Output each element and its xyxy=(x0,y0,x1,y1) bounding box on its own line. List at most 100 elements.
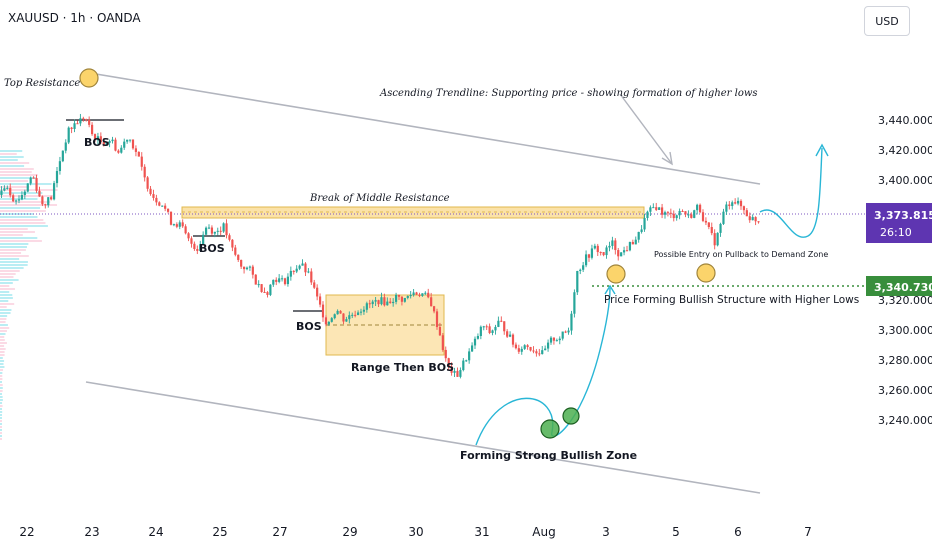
volume-profile-bar xyxy=(0,201,51,203)
bos-label-1: BOS xyxy=(84,136,110,149)
volume-profile-bar xyxy=(0,294,13,296)
volume-profile-bar xyxy=(0,393,2,395)
y-tick-label: 3,300.000 xyxy=(878,324,932,337)
candle-body xyxy=(526,345,529,348)
candle-body xyxy=(523,345,526,349)
volume-profile-bar xyxy=(0,186,30,188)
volume-profile-bar xyxy=(0,219,44,221)
candle-body xyxy=(219,230,222,232)
candle-body xyxy=(158,202,161,206)
x-tick-label: 27 xyxy=(272,525,287,539)
bos-label-2: BOS xyxy=(199,242,225,255)
candle-body xyxy=(584,254,588,266)
forming-bullish-label: Forming Strong Bullish Zone xyxy=(460,449,637,462)
candle-body xyxy=(663,212,667,215)
volume-profile-bar xyxy=(0,303,15,305)
entry-level-value: 3,340.730 xyxy=(874,281,932,294)
candle-body xyxy=(406,295,409,298)
candle-body xyxy=(99,136,102,143)
candle-body xyxy=(137,151,140,157)
candle-body xyxy=(52,183,56,200)
candle-body xyxy=(292,270,295,272)
currency-selector[interactable]: USD xyxy=(864,6,910,36)
candle-body xyxy=(9,187,12,196)
candle-body xyxy=(345,319,348,322)
candle-body xyxy=(617,250,620,257)
candle-body xyxy=(418,294,421,296)
candle-body xyxy=(140,156,143,167)
volume-profile-bar xyxy=(0,273,16,275)
y-tick-label: 3,260.000 xyxy=(878,384,932,397)
y-tick-label: 3,280.000 xyxy=(878,354,932,367)
volume-profile-bar xyxy=(0,315,8,317)
volume-profile-bar xyxy=(0,312,11,314)
candle-body xyxy=(245,267,249,270)
volume-profile-bar xyxy=(0,339,5,341)
candle-body xyxy=(409,295,412,297)
candle-body xyxy=(427,292,430,298)
volume-profile-bar xyxy=(0,366,5,368)
x-tick-label: Aug xyxy=(532,525,555,539)
volume-profile-bar xyxy=(0,267,24,269)
y-tick-label: 3,320.000 xyxy=(878,294,932,307)
candle-body xyxy=(187,233,190,239)
candle-body xyxy=(611,240,614,246)
candle-body xyxy=(552,337,556,341)
candle-body xyxy=(32,177,35,179)
candle-body xyxy=(728,204,731,206)
volume-profile-bar xyxy=(0,381,2,383)
candle-body xyxy=(242,266,246,270)
candle-body xyxy=(675,215,678,219)
candle-body xyxy=(131,139,135,149)
candle-body xyxy=(96,136,100,141)
candle-body xyxy=(351,314,354,316)
candle-body xyxy=(38,190,41,197)
candle-body xyxy=(178,222,181,227)
candle-body xyxy=(678,210,681,216)
candle-body xyxy=(339,310,342,314)
volume-profile-bar xyxy=(0,375,3,377)
candle-body xyxy=(333,314,336,319)
ascending-trendline-label: Ascending Trendline: Supporting price - … xyxy=(379,88,758,99)
candle-body xyxy=(164,205,167,209)
volume-profile-bar xyxy=(0,291,10,293)
volume-profile-bar xyxy=(0,180,28,182)
candle-body xyxy=(462,360,465,371)
candle-body xyxy=(587,254,591,258)
candle-body xyxy=(631,241,634,245)
bullish-zone-arrow-head xyxy=(604,284,616,295)
candle-body xyxy=(47,197,50,206)
candle-body xyxy=(614,240,617,251)
candle-body xyxy=(105,142,108,145)
bos-label-3: BOS xyxy=(296,320,322,333)
volume-profile-bar xyxy=(0,402,3,404)
last-price-value: 3,373.815 xyxy=(874,209,932,222)
candle-body xyxy=(459,370,462,377)
candle-body xyxy=(684,211,687,215)
candle-body xyxy=(374,300,377,302)
volume-profile-bar xyxy=(0,246,27,248)
candle-body xyxy=(257,284,260,286)
candle-body xyxy=(23,191,26,195)
candle-body xyxy=(383,297,386,306)
candle-body xyxy=(690,214,693,218)
volume-profile-bar xyxy=(0,195,54,197)
volume-profile-bar xyxy=(0,282,13,284)
candle-body xyxy=(295,268,298,272)
candle-body xyxy=(441,335,444,350)
candle-body xyxy=(608,245,611,248)
higher-lows-label: Price Forming Bullish Structure with Hig… xyxy=(604,294,859,306)
volume-profile-bar xyxy=(0,405,3,407)
candle-body xyxy=(549,337,553,343)
volume-profile-bar xyxy=(0,354,5,356)
candle-body xyxy=(134,148,138,152)
bullish-low-circle-2 xyxy=(562,407,580,425)
candle-body xyxy=(301,263,304,266)
candle-body xyxy=(655,207,658,210)
volume-profile-bar xyxy=(0,213,34,215)
volume-profile-bar xyxy=(0,345,5,347)
time-axis[interactable]: 22 23 24 25 27 29 30 31 Aug 3 5 6 7 xyxy=(19,525,811,539)
candle-body xyxy=(748,216,751,221)
candle-body xyxy=(14,200,18,202)
